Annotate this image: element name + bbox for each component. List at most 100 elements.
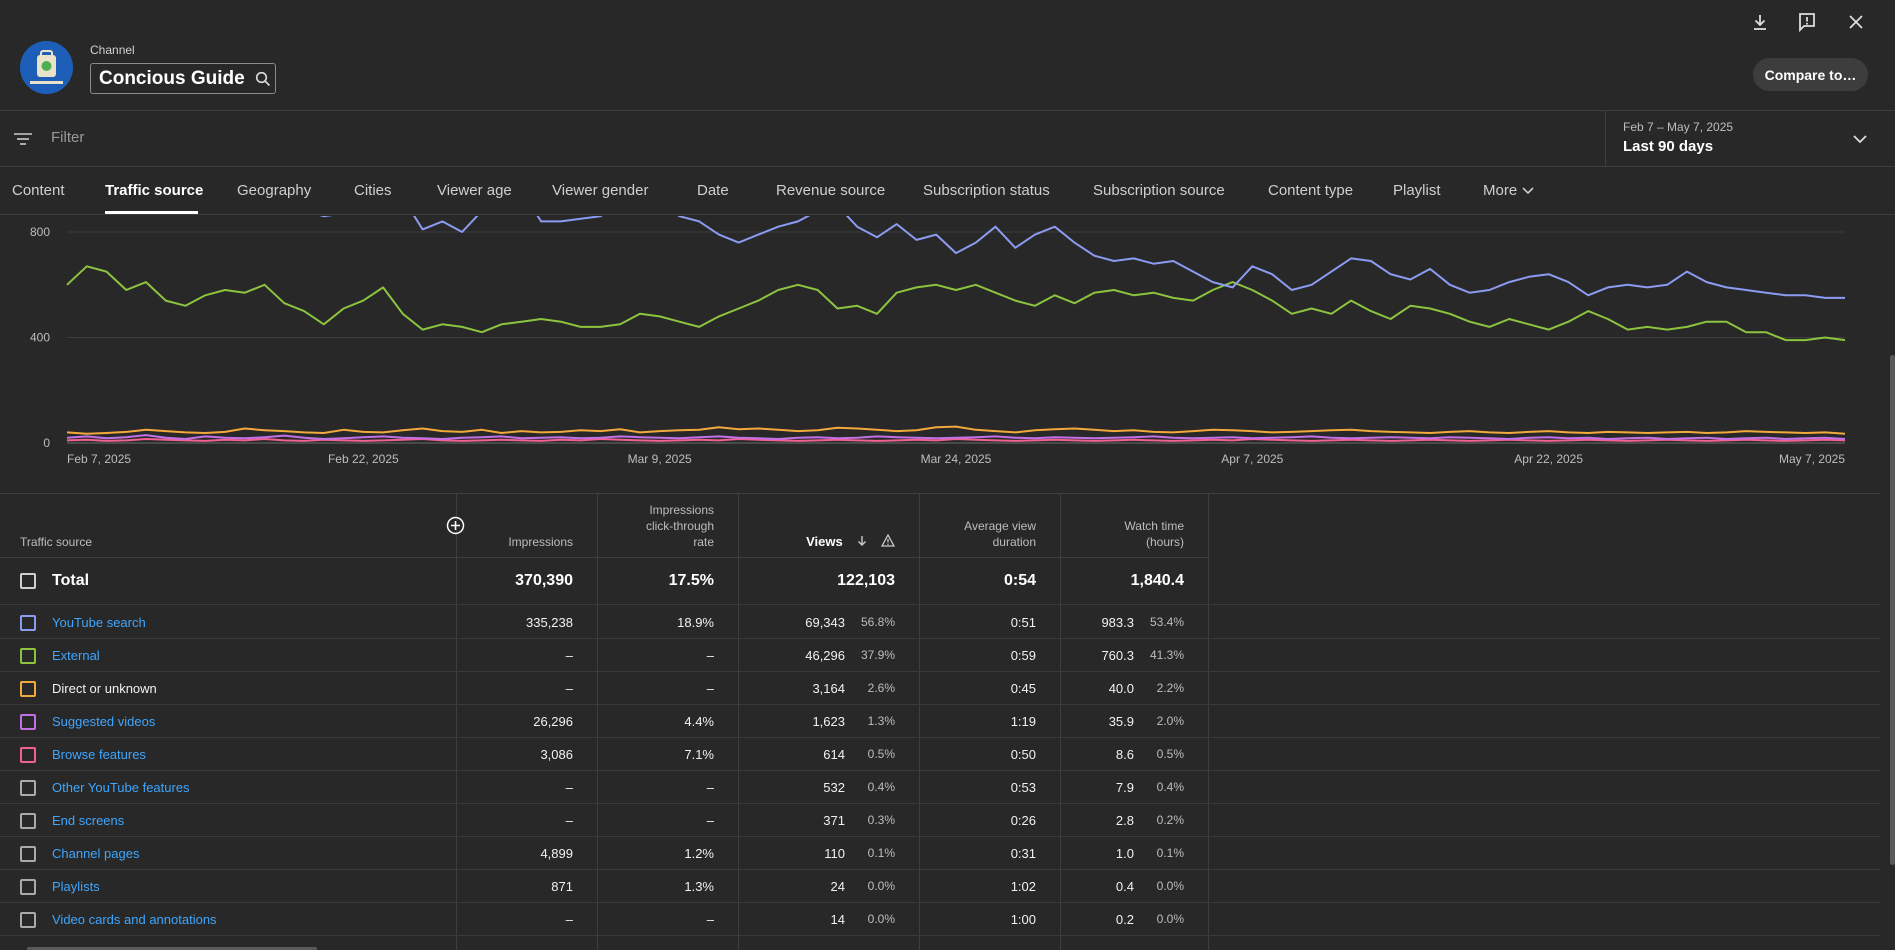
traffic-source-link[interactable]: Video cards and annotations (52, 912, 217, 927)
total-views: 122,103 (837, 572, 895, 589)
header-avg-view-duration[interactable]: Average view duration (964, 518, 1036, 550)
horizontal-scrollbar[interactable] (27, 947, 317, 950)
vertical-scrollbar[interactable] (1890, 355, 1895, 865)
feedback-icon[interactable] (1794, 9, 1820, 35)
table-row-total: Total 370,390 17.5% 122,103 0:54 1,840.4 (0, 558, 1880, 605)
row-checkbox[interactable] (20, 780, 36, 796)
traffic-source-link[interactable]: End screens (52, 813, 125, 828)
tab-content[interactable]: Content (12, 182, 65, 199)
row-checkbox[interactable] (20, 648, 36, 664)
traffic-source-link[interactable]: Channel pages (52, 846, 140, 861)
series-line-suggested[interactable] (66, 434, 1846, 440)
tab-subscription-source[interactable]: Subscription source (1093, 182, 1225, 199)
traffic-source-link[interactable]: Browse features (52, 747, 146, 762)
x-tick-label: Apr 22, 2025 (1514, 452, 1583, 466)
series-line-direct[interactable] (66, 425, 1846, 435)
close-icon[interactable] (1843, 9, 1869, 35)
row-checkbox[interactable] (20, 615, 36, 631)
series-line-external[interactable] (66, 265, 1846, 342)
row-checkbox[interactable] (20, 747, 36, 763)
channel-selector[interactable]: Concious Guide (90, 63, 276, 94)
header-views[interactable]: Views (806, 533, 896, 550)
ctr-cell: 1.3% (684, 879, 714, 894)
tab-more[interactable]: More (1483, 182, 1534, 199)
impressions-cell: 871 (551, 879, 573, 894)
tab-content-type[interactable]: Content type (1268, 182, 1354, 199)
ctr-cell: 18.9% (677, 615, 714, 630)
row-checkbox[interactable] (20, 846, 36, 862)
views-percent-cell: 0.5% (867, 747, 895, 761)
ctr-cell: 7.1% (684, 747, 714, 762)
report-header: Channel Concious Guide Compare to… (0, 0, 1895, 111)
impressions-cell: – (565, 648, 573, 663)
impressions-cell: 26,296 (533, 714, 573, 729)
views-percent-cell: 37.9% (860, 648, 895, 662)
y-tick-label: 400 (30, 331, 50, 345)
filter-icon[interactable] (13, 131, 33, 147)
traffic-source-link[interactable]: Playlists (52, 879, 100, 894)
watch-time-percent-cell: 0.4% (1156, 780, 1184, 794)
table-row: External – – 46,296 37.9% 0:59 760.3 41.3% (0, 639, 1880, 672)
table-row: End screens – – 371 0.3% 0:26 2.8 0.2% (0, 804, 1880, 837)
header-impressions[interactable]: Impressions (508, 535, 573, 549)
add-column-icon[interactable] (446, 516, 465, 535)
traffic-source-link[interactable]: YouTube search (52, 615, 146, 630)
series-line-youtube-search[interactable] (67, 216, 1845, 299)
channel-name: Concious Guide (99, 67, 245, 89)
views-cell: 532 (823, 780, 845, 795)
date-range-picker[interactable]: Feb 7 – May 7, 2025 Last 90 days (1605, 111, 1895, 167)
total-label: Total (52, 572, 90, 589)
avd-cell: 1:02 (1010, 879, 1036, 894)
traffic-source-link[interactable]: External (52, 648, 100, 663)
tab-cities[interactable]: Cities (354, 182, 392, 199)
tab-traffic-source[interactable]: Traffic source (105, 182, 204, 199)
watch-time-percent-cell: 2.0% (1156, 714, 1184, 728)
header-watch-time[interactable]: Watch time (hours) (1124, 518, 1184, 550)
views-cell: 69,343 (805, 615, 845, 630)
tab-subscription-status[interactable]: Subscription status (923, 182, 1050, 199)
tab-viewer-gender[interactable]: Viewer gender (552, 182, 649, 199)
watch-time-percent-cell: 0.1% (1156, 846, 1184, 860)
x-tick-label: Feb 7, 2025 (67, 452, 131, 466)
filter-input[interactable] (51, 129, 451, 146)
search-icon[interactable] (255, 71, 271, 87)
header-ctr-line2: click-through (645, 519, 714, 533)
compare-button[interactable]: Compare to… (1753, 58, 1868, 91)
series-line-browse[interactable] (66, 438, 1846, 442)
row-checkbox[interactable] (20, 714, 36, 730)
channel-avatar (20, 41, 73, 94)
row-checkbox[interactable] (20, 681, 36, 697)
tab-date[interactable]: Date (697, 182, 729, 199)
total-checkbox[interactable] (20, 573, 36, 589)
watch-time-percent-cell: 53.4% (1149, 615, 1184, 629)
row-checkbox[interactable] (20, 813, 36, 829)
filter-bar: Feb 7 – May 7, 2025 Last 90 days (0, 111, 1895, 167)
header-ctr[interactable]: Impressions click-through rate (646, 502, 714, 550)
traffic-source-link[interactable]: Other YouTube features (52, 780, 190, 795)
watch-time-cell: 0.4 (1115, 879, 1134, 894)
tab-playlist[interactable]: Playlist (1393, 182, 1441, 199)
header-wt-line2: (hours) (1145, 535, 1184, 549)
header-avd-line2: duration (992, 535, 1036, 549)
row-checkbox[interactable] (20, 879, 36, 895)
traffic-source-link[interactable]: Suggested videos (52, 714, 156, 729)
views-percent-cell: 0.3% (867, 813, 895, 827)
tab-revenue-source[interactable]: Revenue source (776, 182, 886, 199)
total-avd: 0:54 (1003, 572, 1036, 589)
watch-time-cell: 8.6 (1115, 747, 1134, 762)
tab-viewer-age[interactable]: Viewer age (437, 182, 512, 199)
warning-icon[interactable] (880, 533, 896, 547)
impressions-cell: 3,086 (540, 747, 573, 762)
avd-cell: 0:51 (1010, 615, 1036, 630)
tab-geography[interactable]: Geography (237, 182, 312, 199)
views-percent-cell: 2.6% (867, 681, 895, 695)
watch-time-cell: 35.9 (1108, 714, 1134, 729)
views-percent-cell: 0.1% (867, 846, 895, 860)
header-ctr-line3: rate (693, 535, 714, 549)
row-checkbox[interactable] (20, 912, 36, 928)
x-tick-label: May 7, 2025 (1779, 452, 1845, 466)
x-tick-label: Mar 24, 2025 (921, 452, 992, 466)
download-icon[interactable] (1747, 9, 1773, 35)
header-traffic-source[interactable]: Traffic source (20, 535, 93, 549)
